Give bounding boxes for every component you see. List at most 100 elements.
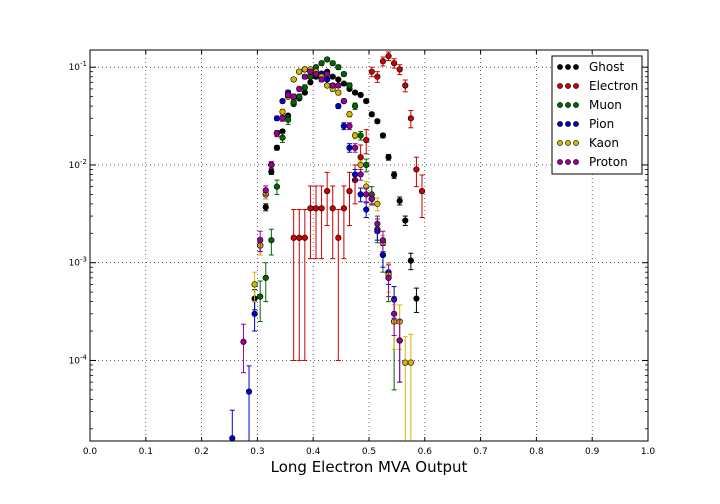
pion-point xyxy=(335,103,342,110)
legend-marker xyxy=(565,121,571,127)
x-tick-label: 0.6 xyxy=(418,447,433,457)
y-tick-label: 10-4 xyxy=(69,353,88,366)
proton-point xyxy=(363,191,370,198)
proton-point xyxy=(279,115,286,122)
muon-point xyxy=(363,161,370,169)
x-tick-label: 0.7 xyxy=(473,447,487,457)
ghost-point xyxy=(273,144,281,151)
x-tick-label: 1.0 xyxy=(641,447,656,457)
proton-point xyxy=(391,310,398,317)
pion-point xyxy=(351,171,359,178)
electron-point xyxy=(363,136,370,144)
y-tick-label: 10-2 xyxy=(69,158,87,171)
electron-point xyxy=(379,58,387,65)
kaon-point xyxy=(402,359,409,366)
muon-point xyxy=(357,132,364,139)
pion-point xyxy=(251,310,258,317)
proton-point xyxy=(357,171,364,178)
ghost-point xyxy=(368,111,375,118)
electron-point xyxy=(374,73,381,80)
series-layer xyxy=(229,51,426,442)
proton-point xyxy=(324,71,331,78)
muon-point xyxy=(268,237,275,244)
legend: Ghost Electron Muon Pion Kaon Proton xyxy=(551,55,643,175)
proton-point xyxy=(257,237,264,244)
proton-point xyxy=(340,98,347,105)
legend-marker xyxy=(565,83,571,89)
electron-point xyxy=(357,154,364,161)
x-tick-label: 0.1 xyxy=(139,447,153,457)
legend-marker xyxy=(565,140,571,146)
proton-point xyxy=(307,68,314,75)
proton-point xyxy=(262,187,269,194)
ghost-point xyxy=(396,197,403,204)
proton-point xyxy=(268,161,275,169)
legend-box xyxy=(551,55,643,175)
proton-point xyxy=(312,71,320,78)
electron-point xyxy=(296,234,303,241)
legend-marker xyxy=(557,140,563,146)
ghost-point xyxy=(385,154,392,161)
proton-point xyxy=(240,338,247,345)
proton-point xyxy=(346,122,353,130)
legend-marker xyxy=(573,64,579,70)
x-tick-label: 0.4 xyxy=(306,447,321,457)
electron-point xyxy=(307,205,314,212)
muon-point xyxy=(335,64,342,71)
kaon-point xyxy=(301,66,308,73)
proton-point xyxy=(301,73,308,80)
legend-marker xyxy=(573,159,579,165)
legend-label: Pion xyxy=(589,117,614,131)
legend-marker xyxy=(573,121,579,127)
electron-point xyxy=(413,166,420,173)
legend-marker xyxy=(573,102,579,108)
proton-point xyxy=(335,82,342,89)
proton-point xyxy=(351,144,359,151)
muon-point xyxy=(318,60,325,67)
proton-point xyxy=(379,237,387,244)
legend-label: Ghost xyxy=(589,60,624,74)
series-electron xyxy=(290,51,426,361)
legend-marker xyxy=(573,83,579,89)
pion-point xyxy=(340,122,347,130)
electron-point xyxy=(396,66,403,73)
muon-point xyxy=(301,84,308,91)
proton-point xyxy=(273,130,281,137)
muon-point xyxy=(257,293,264,300)
kaon-point xyxy=(357,161,364,169)
kaon-point xyxy=(407,359,414,366)
electron-point xyxy=(329,205,336,212)
ghost-point xyxy=(335,76,342,83)
kaon-point xyxy=(346,111,353,118)
proton-point xyxy=(385,274,392,281)
x-tick-label: 0.8 xyxy=(529,447,544,457)
legend-label: Muon xyxy=(589,98,622,112)
ghost-point xyxy=(351,89,359,96)
muon-point xyxy=(296,93,303,100)
ghost-point xyxy=(329,73,336,80)
kaon-point xyxy=(279,108,286,115)
x-tick-label: 0.5 xyxy=(362,447,376,457)
y-tick-label: 10-1 xyxy=(69,60,87,73)
y-tick-label: 10-3 xyxy=(69,256,87,269)
legend-label: Electron xyxy=(589,79,638,93)
legend-marker xyxy=(565,159,571,165)
legend-marker xyxy=(573,140,579,146)
ticks: 0.0 0.1 0.2 0.3 0.4 0.5 0.6 0.7 0.8 0.9 1.0 10-1 10-… xyxy=(69,50,656,457)
proton-point xyxy=(284,91,292,99)
electron-point xyxy=(290,234,297,241)
electron-point xyxy=(418,188,426,195)
legend-item-muon: Muon xyxy=(557,98,622,112)
legend-item-ghost: Ghost xyxy=(557,60,624,74)
legend-item-pion: Pion xyxy=(557,117,614,131)
ghost-point xyxy=(363,98,370,105)
kaon-point xyxy=(251,281,258,288)
muon-point xyxy=(284,116,292,123)
electron-point xyxy=(312,205,320,212)
pion-point xyxy=(346,144,353,151)
ghost-point xyxy=(391,171,398,179)
ghost-point xyxy=(374,118,381,125)
ghost-point xyxy=(340,80,347,87)
kaon-point xyxy=(296,68,303,75)
